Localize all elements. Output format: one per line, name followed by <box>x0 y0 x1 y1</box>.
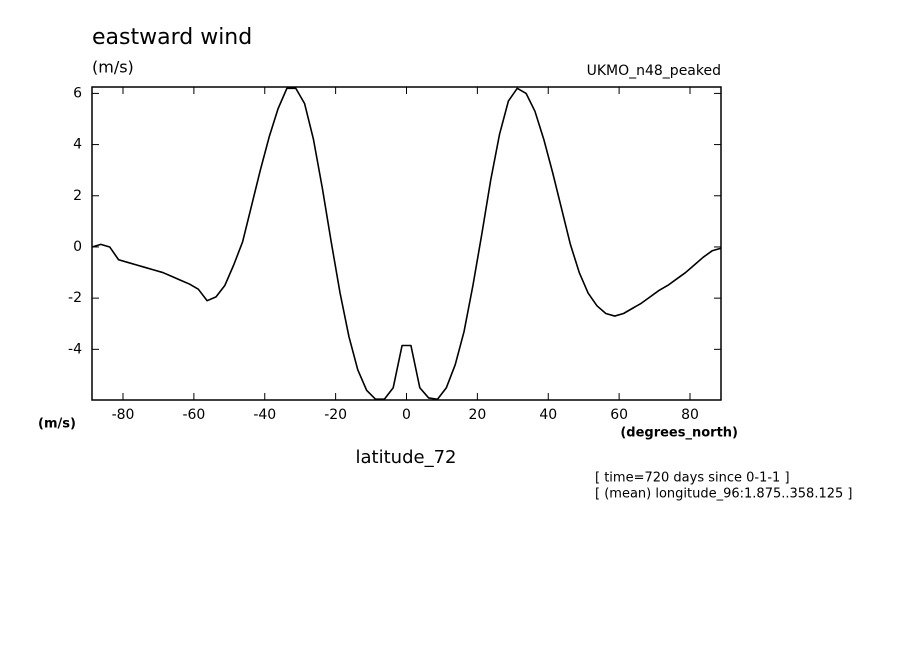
x-tick-label: -40 <box>253 407 276 423</box>
x-tick-label: -60 <box>182 407 205 423</box>
note: [ time=720 days since 0-1-1 ] <box>595 471 790 486</box>
y-tick-label: 0 <box>73 239 82 255</box>
y-tick-label: 6 <box>73 85 82 101</box>
x-tick-label: 0 <box>402 407 411 423</box>
x-tick-label: -20 <box>324 407 347 423</box>
y-units: (m/s) <box>92 58 134 77</box>
dataset-label: UKMO_n48_peaked <box>587 63 721 79</box>
chart-title: eastward wind <box>92 25 252 50</box>
x-tick-label: 20 <box>468 407 486 423</box>
y-tick-label: 2 <box>73 188 82 204</box>
x-tick-label: 40 <box>539 407 557 423</box>
note: [ (mean) longitude_96:1.875..358.125 ] <box>595 487 852 502</box>
x-axis-label: latitude_72 <box>356 447 457 468</box>
x-units: (degrees_north) <box>620 426 738 441</box>
plot-frame <box>91 86 722 401</box>
y-tick-label: -2 <box>68 290 82 306</box>
data-line <box>91 87 722 401</box>
x-tick-label: 60 <box>610 407 628 423</box>
y-tick-label: -4 <box>68 341 82 357</box>
y-tick-label: 4 <box>73 137 82 153</box>
x-units-left: (m/s) <box>38 417 76 432</box>
x-tick-label: 80 <box>681 407 699 423</box>
x-tick-label: -80 <box>112 407 135 423</box>
